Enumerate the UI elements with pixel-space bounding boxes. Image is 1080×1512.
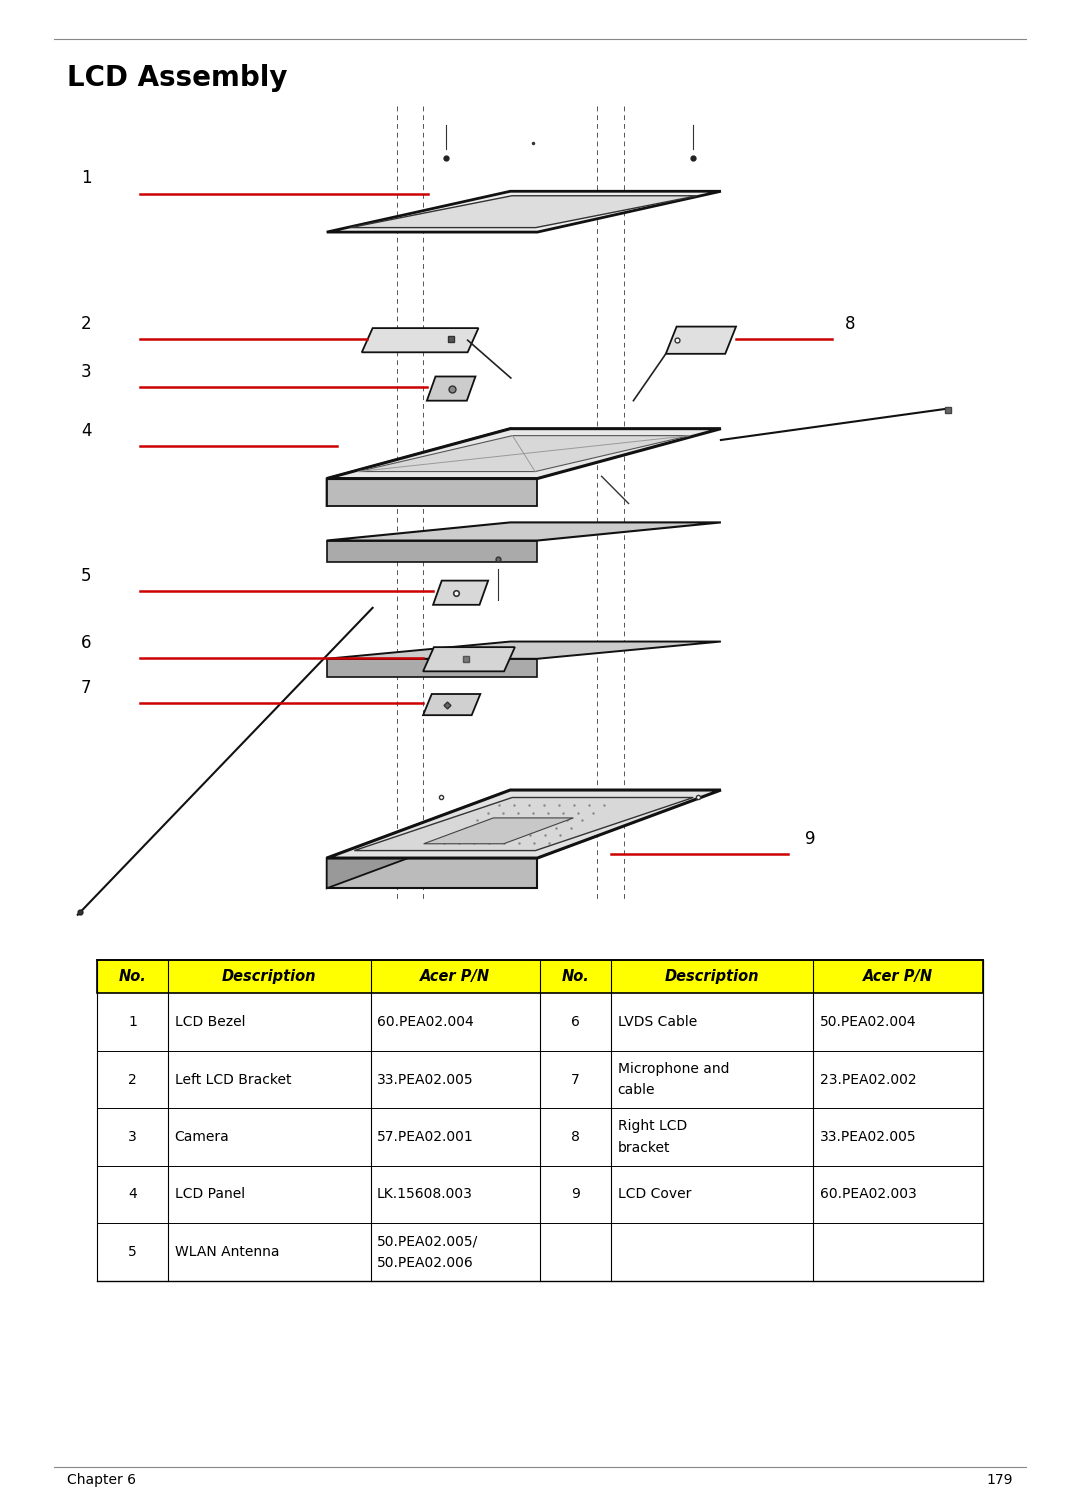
- Text: Left LCD Bracket: Left LCD Bracket: [175, 1072, 292, 1087]
- Polygon shape: [326, 659, 538, 677]
- Text: 3: 3: [81, 363, 92, 381]
- Text: 23.PEA02.002: 23.PEA02.002: [820, 1072, 917, 1087]
- Text: LVDS Cable: LVDS Cable: [618, 1015, 697, 1030]
- Text: 8: 8: [845, 314, 855, 333]
- Text: 50.PEA02.005/: 50.PEA02.005/: [377, 1234, 478, 1249]
- Text: 60.PEA02.004: 60.PEA02.004: [377, 1015, 474, 1030]
- Polygon shape: [354, 797, 693, 851]
- Text: 7: 7: [81, 679, 92, 697]
- Polygon shape: [326, 641, 721, 659]
- Polygon shape: [665, 327, 737, 354]
- Text: LCD Panel: LCD Panel: [175, 1187, 245, 1202]
- Polygon shape: [423, 694, 481, 715]
- Polygon shape: [326, 429, 721, 478]
- Text: 8: 8: [571, 1129, 580, 1145]
- Text: Acer P/N: Acer P/N: [420, 969, 490, 984]
- Text: 33.PEA02.005: 33.PEA02.005: [820, 1129, 917, 1145]
- Text: Description: Description: [665, 969, 759, 984]
- Text: LCD Bezel: LCD Bezel: [175, 1015, 245, 1030]
- Polygon shape: [423, 647, 515, 671]
- Polygon shape: [423, 818, 573, 844]
- Text: 5: 5: [81, 567, 92, 585]
- Text: 50.PEA02.006: 50.PEA02.006: [377, 1255, 474, 1270]
- Bar: [97, 1051, 983, 1108]
- Text: 6: 6: [571, 1015, 580, 1030]
- Polygon shape: [362, 328, 478, 352]
- Polygon shape: [326, 478, 538, 505]
- Polygon shape: [326, 523, 721, 541]
- Polygon shape: [427, 376, 475, 401]
- Text: 1: 1: [129, 1015, 137, 1030]
- Text: 57.PEA02.001: 57.PEA02.001: [377, 1129, 474, 1145]
- Text: No.: No.: [562, 969, 590, 984]
- Text: No.: No.: [119, 969, 147, 984]
- Polygon shape: [326, 192, 721, 231]
- Bar: [97, 993, 983, 1051]
- Text: Camera: Camera: [175, 1129, 229, 1145]
- Text: 60.PEA02.003: 60.PEA02.003: [820, 1187, 917, 1202]
- Bar: [97, 1223, 983, 1281]
- Text: Microphone and: Microphone and: [618, 1061, 729, 1077]
- Text: LCD Assembly: LCD Assembly: [67, 64, 287, 92]
- Text: Right LCD: Right LCD: [618, 1119, 687, 1134]
- Text: 2: 2: [81, 314, 92, 333]
- Text: 179: 179: [986, 1473, 1013, 1486]
- Text: 7: 7: [571, 1072, 580, 1087]
- Polygon shape: [350, 195, 698, 228]
- Text: 3: 3: [129, 1129, 137, 1145]
- Text: 33.PEA02.005: 33.PEA02.005: [377, 1072, 474, 1087]
- Polygon shape: [326, 789, 510, 889]
- Text: Acer P/N: Acer P/N: [863, 969, 933, 984]
- Text: 6: 6: [81, 634, 92, 652]
- Polygon shape: [326, 429, 510, 505]
- Text: LCD Cover: LCD Cover: [618, 1187, 691, 1202]
- Bar: [97, 960, 983, 993]
- Text: Description: Description: [222, 969, 316, 984]
- Text: 2: 2: [129, 1072, 137, 1087]
- Text: 50.PEA02.004: 50.PEA02.004: [820, 1015, 917, 1030]
- Text: cable: cable: [618, 1083, 656, 1098]
- Polygon shape: [359, 435, 689, 472]
- Text: 9: 9: [571, 1187, 580, 1202]
- Polygon shape: [326, 541, 538, 562]
- Text: Chapter 6: Chapter 6: [67, 1473, 136, 1486]
- Text: 9: 9: [805, 830, 815, 848]
- Polygon shape: [433, 581, 488, 605]
- Bar: [97, 1166, 983, 1223]
- Bar: [97, 1108, 983, 1166]
- Text: bracket: bracket: [618, 1140, 670, 1155]
- Polygon shape: [326, 789, 721, 859]
- Text: 4: 4: [81, 422, 92, 440]
- Text: 1: 1: [81, 169, 92, 187]
- Text: WLAN Antenna: WLAN Antenna: [175, 1244, 280, 1259]
- Text: 4: 4: [129, 1187, 137, 1202]
- Text: LK.15608.003: LK.15608.003: [377, 1187, 473, 1202]
- Polygon shape: [326, 859, 538, 889]
- Text: 5: 5: [129, 1244, 137, 1259]
